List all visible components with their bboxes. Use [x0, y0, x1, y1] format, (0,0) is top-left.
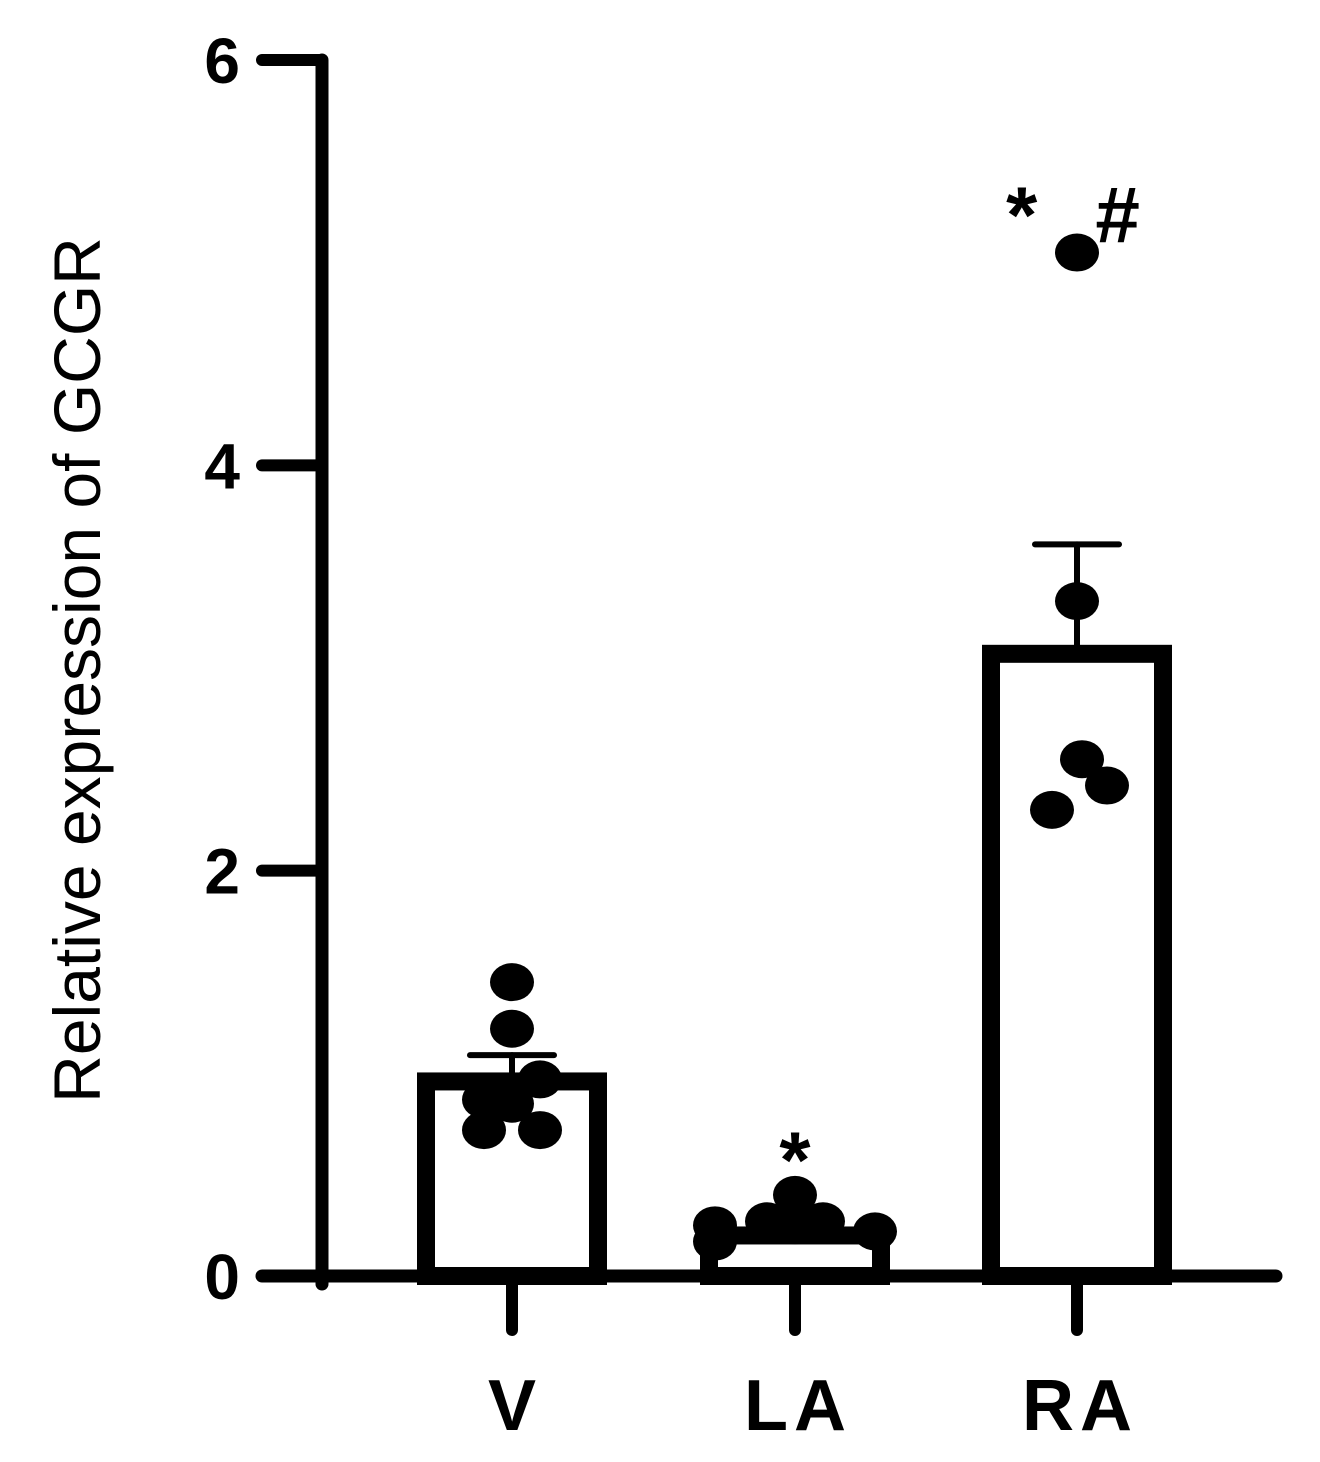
data-point	[1055, 582, 1099, 621]
data-point	[518, 1111, 562, 1150]
data-point	[1085, 766, 1129, 805]
y-tick-label: 2	[204, 836, 240, 908]
data-point	[490, 1084, 534, 1123]
data-point	[1055, 233, 1099, 272]
y-tick-label: 0	[204, 1241, 240, 1313]
significance-label: *	[779, 1115, 811, 1204]
data-point	[518, 1060, 562, 1099]
data-point	[462, 1111, 506, 1150]
y-tick-label: 4	[204, 430, 240, 502]
data-point	[801, 1202, 845, 1241]
data-point	[490, 1009, 534, 1048]
data-point	[853, 1212, 897, 1251]
data-point	[1060, 740, 1104, 779]
data-point	[693, 1222, 737, 1261]
plot-area: 0 2 4 6 V LA * RA * #	[204, 25, 1283, 1446]
data-point	[490, 963, 534, 1002]
data-point	[773, 1175, 817, 1214]
x-tick-label: V	[488, 1366, 542, 1446]
y-tick-label: 6	[204, 25, 240, 97]
data-point	[1030, 790, 1074, 829]
x-tick-label: LA	[744, 1366, 852, 1446]
significance-label: * #	[1006, 171, 1158, 260]
x-tick-label: RA	[1022, 1366, 1138, 1446]
y-axis-label: Relative expression of GCGR	[40, 237, 114, 1103]
